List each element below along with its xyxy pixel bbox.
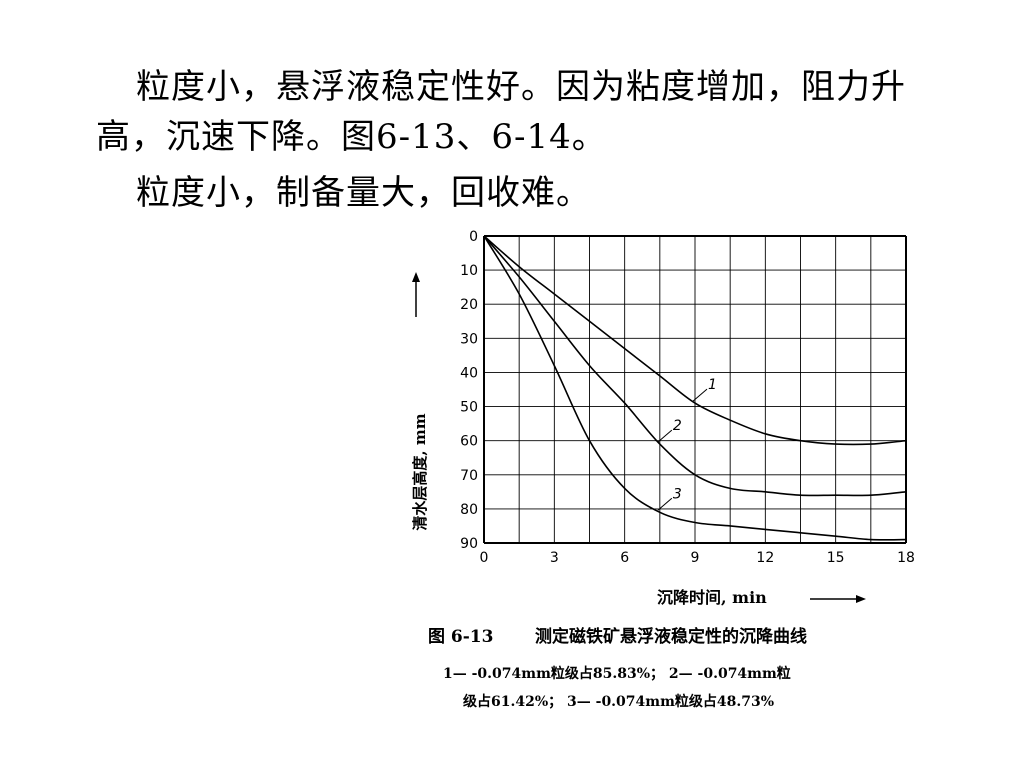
y-axis-arrowhead xyxy=(412,272,420,282)
y-tick-label: 30 xyxy=(460,331,478,347)
paragraph-1: 粒度小，悬浮液稳定性好。因为粘度增加，阻力升高，沉速下降。图6-13、6-14。 xyxy=(96,67,906,157)
x-tick-label: 3 xyxy=(550,550,559,566)
y-tick-label: 0 xyxy=(469,229,478,245)
x-tick-label: 12 xyxy=(756,550,774,566)
x-tick-label: 6 xyxy=(620,550,629,566)
y-tick-label: 90 xyxy=(460,536,478,552)
series-line-3 xyxy=(483,235,907,541)
y-tick-label: 70 xyxy=(460,468,478,484)
y-tick-label: 80 xyxy=(460,502,478,518)
series-leader-1 xyxy=(692,388,708,402)
series-label-3: 3 xyxy=(673,486,682,502)
x-tick-label: 0 xyxy=(480,550,489,566)
paragraph-2: 粒度小，制备量大，回收难。 xyxy=(136,173,591,213)
series-line-2 xyxy=(483,235,907,497)
y-tick-label: 50 xyxy=(460,400,478,416)
legend-line-2: 级占61.42%； 3— -0.074mm粒级占48.73% xyxy=(463,693,774,710)
series-label-1: 1 xyxy=(708,377,717,393)
x-tick-label: 18 xyxy=(897,550,915,566)
series-line-1 xyxy=(483,235,907,446)
legend-line-1: 1— -0.074mm粒级占85.83%； 2— -0.074mm粒 xyxy=(443,665,791,682)
y-tick-label: 40 xyxy=(460,365,478,381)
series-leader-2 xyxy=(657,429,673,443)
series-leader-3 xyxy=(657,497,673,511)
x-axis-title: 沉降时间, min xyxy=(657,588,767,607)
x-axis-arrowhead xyxy=(856,595,866,603)
series-label-2: 2 xyxy=(673,418,682,434)
figure-number: 图 6-13 xyxy=(428,627,493,647)
y-tick-label: 10 xyxy=(460,263,478,279)
x-tick-label: 15 xyxy=(827,550,845,566)
x-tick-label: 9 xyxy=(691,550,700,566)
y-tick-label: 20 xyxy=(460,297,478,313)
y-tick-label: 60 xyxy=(460,434,478,450)
y-axis-title: 清水层高度, mm xyxy=(411,413,429,530)
figure-title: 测定磁铁矿悬浮液稳定性的沉降曲线 xyxy=(535,626,807,647)
